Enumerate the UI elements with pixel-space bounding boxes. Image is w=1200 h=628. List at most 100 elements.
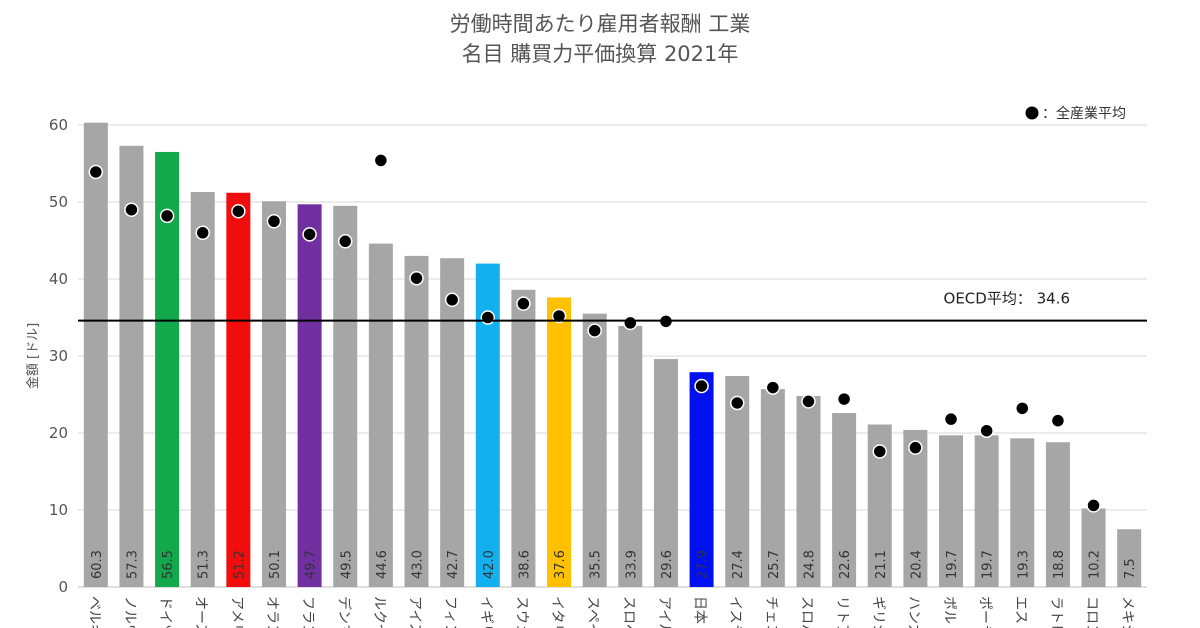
chart-subtitle: 名目 購買力平価換算 2021年 [461, 42, 739, 66]
bar [939, 435, 964, 587]
average-marker [623, 315, 638, 331]
bar [796, 396, 821, 587]
bar [368, 243, 393, 587]
average-marker [409, 270, 424, 286]
value-label: 19.7 [945, 550, 960, 579]
average-marker [908, 440, 923, 455]
value-label: 21.1 [874, 550, 889, 579]
category-label: リトア [834, 596, 850, 628]
y-tick-label: 0 [58, 578, 68, 596]
category-label: ラトビ [1048, 596, 1064, 628]
average-marker [1086, 498, 1101, 513]
value-label: 29.6 [660, 550, 675, 579]
value-label: 7.5 [1123, 558, 1138, 579]
category-label: スウェ [513, 596, 529, 628]
y-tick-label: 50 [49, 193, 68, 211]
y-axis-ticks: 0 10 20 30 40 50 60 [49, 116, 68, 596]
bar [1045, 442, 1070, 587]
value-label: 37.6 [553, 550, 568, 579]
category-label: イタリ [549, 596, 565, 628]
category-label: コロン [1084, 596, 1100, 628]
value-label: 24.8 [802, 550, 817, 579]
average-marker [551, 308, 567, 324]
bar [903, 429, 928, 587]
category-label: アイル [656, 596, 672, 628]
y-tick-label: 30 [49, 347, 68, 365]
average-marker [872, 444, 887, 459]
bar [582, 313, 607, 587]
category-label: オラン [264, 596, 280, 628]
value-label: 19.7 [981, 550, 996, 579]
average-marker [88, 164, 104, 180]
bar [261, 201, 286, 588]
value-label: 42.7 [446, 550, 461, 579]
category-label: ポーラ [977, 596, 993, 628]
y-axis-label: 金額 [ドル] [25, 323, 41, 389]
value-labels: 60.3 57.3 56.5 51.3 51.2 50.1 49.7 49.5 44.6 43.0… [90, 550, 1138, 579]
average-marker [159, 208, 175, 224]
category-label: ドイツ [157, 596, 173, 628]
average-marker [694, 378, 709, 394]
value-label: 57.3 [125, 550, 140, 579]
bar [832, 412, 857, 587]
legend-marker [1025, 106, 1039, 120]
category-label: オース [193, 596, 209, 628]
category-labels: ベルギ ノルウ ドイツ オース アメリ オラン フラン デンマ ルクセ アイス フィン イギリ スウェ イ… [86, 596, 1135, 628]
category-label: スロバ [798, 596, 814, 628]
category-label: アメリ [228, 596, 244, 628]
category-label: アイス [407, 596, 423, 628]
average-marker [979, 423, 994, 438]
y-tick-label: 60 [49, 116, 68, 134]
gridlines [78, 124, 1147, 588]
bar [1117, 529, 1142, 587]
category-label: エスト [1012, 596, 1028, 628]
all-industry-average-markers [88, 153, 1101, 513]
legend-label: ：全産業平均 [1042, 105, 1126, 122]
bar [333, 205, 358, 587]
chart-title: 労働時間あたり雇用者報酬 工業 [449, 12, 751, 36]
value-label: 19.3 [1016, 550, 1031, 579]
value-label: 20.4 [909, 550, 924, 579]
bar [226, 192, 251, 587]
value-label: 27.4 [731, 550, 746, 579]
bar [190, 191, 215, 588]
average-marker [836, 391, 852, 407]
value-label: 43.0 [411, 550, 426, 579]
bar [1081, 508, 1106, 587]
category-label: ベルギ [86, 596, 102, 628]
value-label: 35.5 [589, 550, 604, 579]
bar [547, 297, 572, 587]
category-label: ノルウ [121, 596, 137, 628]
category-label: ギリシ [870, 596, 886, 628]
average-marker [516, 296, 531, 311]
average-marker [124, 202, 139, 217]
category-label: スロベ [620, 596, 636, 628]
y-tick-label: 10 [49, 501, 68, 519]
category-label: イスラ [727, 596, 743, 628]
average-marker [1015, 401, 1030, 416]
value-label: 56.5 [161, 550, 176, 579]
bar [653, 359, 678, 587]
average-marker [444, 292, 460, 308]
value-label: 51.3 [197, 550, 212, 579]
value-label: 51.2 [232, 550, 247, 579]
bar [155, 151, 180, 587]
value-label: 60.3 [90, 550, 105, 579]
average-marker [231, 203, 246, 219]
average-marker [943, 411, 959, 427]
category-label: 日本 [692, 596, 708, 624]
average-marker [302, 227, 317, 242]
bar [511, 289, 536, 587]
y-tick-label: 40 [49, 270, 68, 288]
value-label: 49.7 [304, 550, 319, 579]
bar [974, 435, 999, 587]
category-label: メキシ [1119, 596, 1135, 628]
category-label: チェコ [763, 596, 779, 628]
average-marker [266, 214, 282, 229]
value-label: 18.8 [1052, 550, 1067, 579]
bar [760, 389, 785, 587]
value-label: 27.9 [696, 550, 711, 579]
average-marker [1050, 413, 1066, 428]
bar [83, 122, 108, 587]
